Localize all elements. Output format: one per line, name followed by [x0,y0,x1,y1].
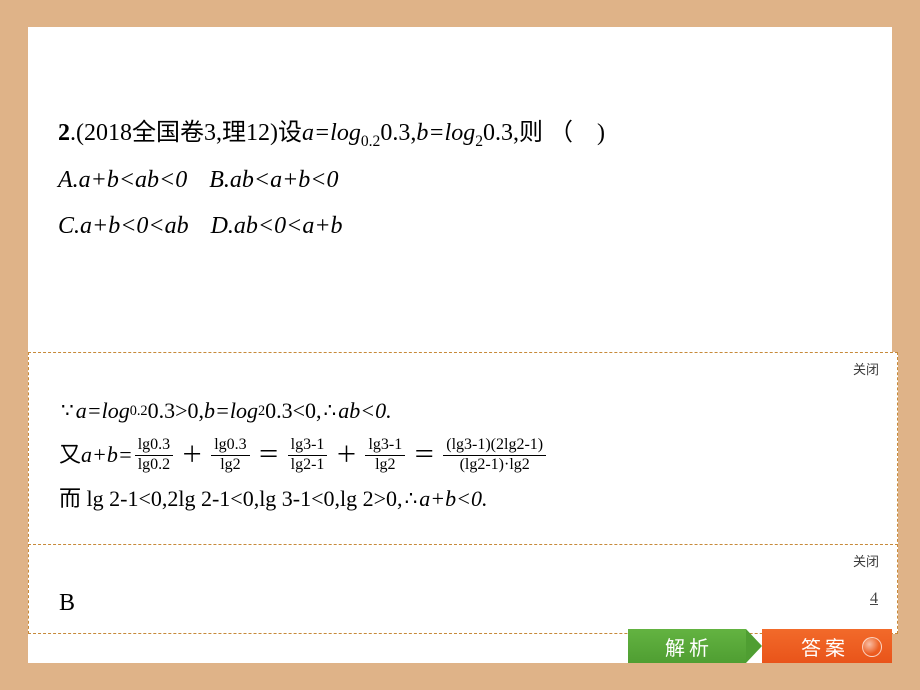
l1-a-rest: 0.3>0, [148,389,204,433]
q-source: .(2018全国卷3,理12)设 [70,120,302,146]
q-number: 2 [58,120,70,146]
page-number: 4 [870,590,878,608]
close-button[interactable]: 关闭 [853,359,879,378]
paren-close: ) [597,120,605,146]
therefore-symbol-1: ∴ [324,391,337,431]
answer-value: B [59,590,75,617]
l1-a: a=log [76,389,130,433]
frac-4: lg3-1lg2 [365,436,405,474]
expl-line-1: ∵a=log0.20.3>0,b=log20.3<0,∴ab<0. [59,389,548,433]
question-stem: 2.(2018全国卷3,理12)设a=log0.20.3,b=log20.3,则… [58,112,605,155]
options-row-2: C.a+b<0<ab D.ab<0<a+b [58,205,605,247]
frac-1: lg0.3lg0.2 [135,436,173,474]
option-d: D.ab<0<a+b [211,205,343,247]
answer-label: 答案 [801,632,849,661]
therefore-symbol-2: ∴ [405,479,418,519]
chevron-right-icon [746,629,762,663]
eq-1: ＝ [258,433,280,477]
button-row: 解析 答案 [628,629,892,663]
expl-line-3: 而 lg 2-1<0,2lg 2-1<0,lg 3-1<0,lg 2>0,∴a+… [59,477,548,521]
l3-end: a+b<0. [419,477,487,521]
eq-2: ＝ [413,433,435,477]
paren-open: （ [549,120,573,146]
question-block: 2.(2018全国卷3,理12)设a=log0.20.3,b=log20.3,则… [58,112,605,247]
answer-panel: 关闭 B [28,544,898,634]
l2-lhs: a+b= [81,433,133,477]
q-a-expr: a=log [302,120,361,146]
plus-1: ＋ [181,433,203,477]
option-c: C.a+b<0<ab [58,205,189,247]
analysis-button[interactable]: 解析 [628,629,746,663]
l1-b-base: 2 [258,397,265,426]
plus-2: ＋ [335,433,357,477]
q-a-base: 0.2 [361,133,381,150]
frac-2: lg0.3lg2 [211,436,249,474]
frac-5: (lg3-1)(2lg2-1)(lg2-1)·lg2 [443,436,546,474]
l1-end: ab<0. [338,389,391,433]
slide: 2.(2018全国卷3,理12)设a=log0.20.3,b=log20.3,则… [28,27,892,663]
l1-b-rest: 0.3<0, [265,389,321,433]
option-b: B.ab<a+b<0 [209,159,338,201]
frac-3: lg3-1lg2-1 [288,436,328,474]
l1-a-base: 0.2 [130,397,148,426]
analysis-label: 解析 [665,632,713,661]
explanation-panel: 关闭 ∵a=log0.20.3>0,b=log20.3<0,∴ab<0. 又 a… [28,352,898,552]
q-b-expr: b=log [416,120,475,146]
q-b-arg: 0.3,则 [483,120,543,146]
q-a-arg: 0.3, [380,120,416,146]
explanation-text: ∵a=log0.20.3>0,b=log20.3<0,∴ab<0. 又 a+b=… [59,389,548,521]
option-a: A.a+b<ab<0 [58,159,187,201]
options-row-1: A.a+b<ab<0 B.ab<a+b<0 [58,159,605,201]
l1-b: b=log [204,389,258,433]
l2-pre: 又 [59,433,81,477]
l3-main: 而 lg 2-1<0,2lg 2-1<0,lg 3-1<0,lg 2>0, [59,477,403,521]
expl-line-2: 又 a+b= lg0.3lg0.2 ＋ lg0.3lg2 ＝ lg3-1lg2-… [59,433,548,477]
close-button[interactable]: 关闭 [853,551,879,570]
because-symbol: ∵ [61,391,74,431]
q-b-base: 2 [475,133,483,150]
answer-button[interactable]: 答案 [762,629,892,663]
